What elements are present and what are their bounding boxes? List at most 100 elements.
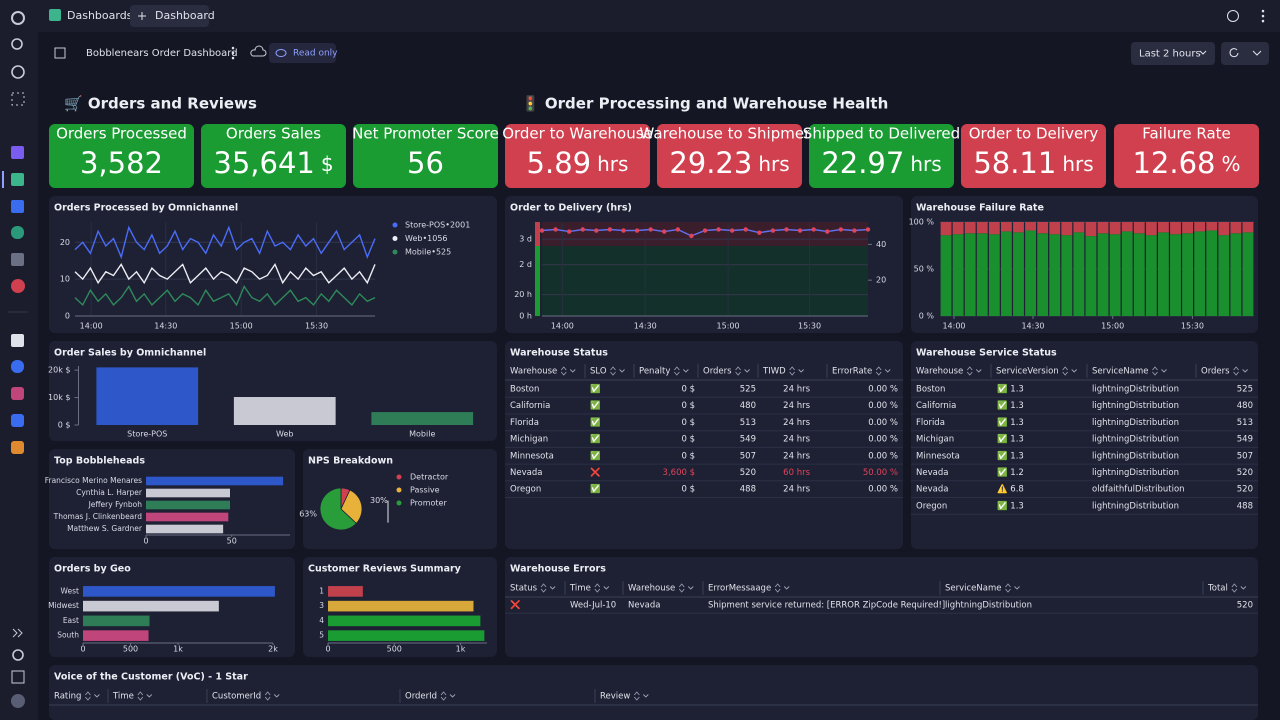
- menu-chevron: [146, 694, 153, 698]
- x-tick-label: 15:30: [798, 322, 821, 331]
- apps-icon[interactable]: [11, 92, 25, 106]
- category-label: Matthew S. Gardner: [67, 524, 143, 533]
- legend-label: Promoter: [410, 499, 447, 508]
- help-button[interactable]: [1227, 10, 1239, 22]
- bar-segment: [964, 222, 976, 234]
- x-tick-label: Mobile: [409, 430, 435, 439]
- sidebar: [0, 0, 38, 720]
- bar-segment: [1133, 233, 1145, 316]
- plus-icon: [138, 12, 146, 20]
- app-icon[interactable]: [11, 279, 25, 293]
- kpi-number: 29.23: [669, 146, 752, 180]
- app-icon[interactable]: [11, 226, 24, 239]
- app-icon[interactable]: [11, 414, 24, 427]
- app-icon[interactable]: [11, 200, 24, 213]
- bar: [146, 488, 230, 498]
- legend-label: Passive: [410, 486, 440, 495]
- section-title: 🛒 Orders and Reviews: [64, 95, 257, 113]
- table-cell: lightningDistribution: [1092, 501, 1179, 511]
- bar-segment: [940, 235, 952, 316]
- sort-icon: [774, 583, 781, 593]
- notifications-icon[interactable]: [11, 670, 25, 684]
- table-cell: 0.00 %: [868, 451, 898, 461]
- app-icon[interactable]: [11, 387, 24, 400]
- sort-icon: [966, 366, 973, 376]
- table-cell: Michigan: [916, 435, 954, 445]
- kpi-value: 29.23 hrs: [669, 146, 789, 180]
- y-tick-label: 0 %: [919, 312, 935, 321]
- y2-tick-label: 20: [876, 276, 886, 285]
- column-header: ErrorMessaage: [708, 584, 771, 594]
- expand-icon[interactable]: [12, 628, 23, 638]
- x-tick-label: 0: [80, 645, 85, 654]
- table-cell: lightningDistribution: [1092, 418, 1179, 428]
- table-cell: ✅: [590, 384, 601, 395]
- table-cell: 0 $: [681, 418, 695, 428]
- data-point: [662, 229, 667, 234]
- table-cell: 513: [740, 418, 756, 428]
- table-cell: 549: [740, 435, 756, 445]
- kpi-number: 3,582: [80, 146, 163, 180]
- data-point: [865, 227, 871, 232]
- tab[interactable]: [130, 5, 209, 27]
- kpi-label: Orders Processed: [56, 125, 187, 143]
- timeframe-button[interactable]: [1131, 42, 1215, 65]
- data-point: [743, 227, 748, 232]
- x-tick-label: 50: [227, 537, 237, 546]
- bar-segment: [1013, 222, 1024, 233]
- x-tick-label: 14:30: [1021, 322, 1044, 331]
- table-cell: 480: [1237, 401, 1253, 411]
- chevron: [1252, 50, 1262, 56]
- bar: [146, 476, 284, 486]
- tab-label[interactable]: Dashboards: [67, 9, 133, 22]
- table-cell: ✅: [590, 400, 601, 411]
- app-icon[interactable]: [11, 146, 24, 159]
- column-header: ServiceName: [1092, 367, 1149, 377]
- app-icon[interactable]: [11, 253, 24, 266]
- table-cell: ❌: [510, 600, 521, 611]
- menu-chevron: [884, 369, 891, 373]
- sidebar-toggle[interactable]: [54, 47, 66, 59]
- explore-icon[interactable]: [11, 65, 25, 79]
- table-cell: ✅: [590, 450, 601, 461]
- y-tick-label: 10: [60, 275, 70, 284]
- search-icon[interactable]: [11, 38, 23, 50]
- sort-icon: [85, 691, 91, 701]
- logo-icon[interactable]: [11, 11, 25, 25]
- y-tick-label: 10k $: [48, 393, 70, 402]
- table-cell: 0.00 %: [868, 485, 898, 495]
- tab-label[interactable]: Dashboard: [155, 9, 215, 22]
- legend-swatch: [396, 474, 402, 480]
- table-cell: 24 hrs: [783, 485, 810, 495]
- bar-segment: [1109, 222, 1121, 235]
- help-icon[interactable]: [12, 649, 24, 661]
- sort-icon: [264, 691, 271, 701]
- app-icon[interactable]: [11, 334, 24, 347]
- data-point: [580, 227, 585, 232]
- menu-chevron: [603, 586, 610, 590]
- app-icon[interactable]: [11, 173, 24, 186]
- table-cell: 24 hrs: [783, 401, 810, 411]
- bar: [328, 600, 474, 612]
- x-tick-label: 0: [325, 645, 330, 654]
- sort-icon: [594, 583, 601, 593]
- column-header: Warehouse: [510, 367, 557, 377]
- bar: [83, 630, 149, 641]
- table-cell: lightningDistribution: [1092, 468, 1179, 478]
- app-icon[interactable]: [11, 360, 24, 373]
- value-label: 30%: [370, 496, 388, 505]
- table-cell: ✅: [590, 484, 601, 495]
- data-point: [689, 233, 694, 239]
- bar-segment: [1109, 234, 1121, 316]
- table-cell: California: [510, 401, 550, 411]
- data-point: [648, 227, 653, 232]
- kpi-value: 35,641 $: [213, 146, 333, 180]
- x-tick-label: 14:00: [80, 322, 103, 331]
- refresh-button[interactable]: [1221, 42, 1269, 65]
- bar: [146, 512, 229, 522]
- app-icon[interactable]: [11, 441, 24, 454]
- timeframe-label[interactable]: Last 2 hours: [1139, 49, 1201, 60]
- column-header: CustomerId: [212, 692, 261, 702]
- user-avatar[interactable]: [11, 694, 25, 708]
- menu-chevron: [1071, 369, 1077, 373]
